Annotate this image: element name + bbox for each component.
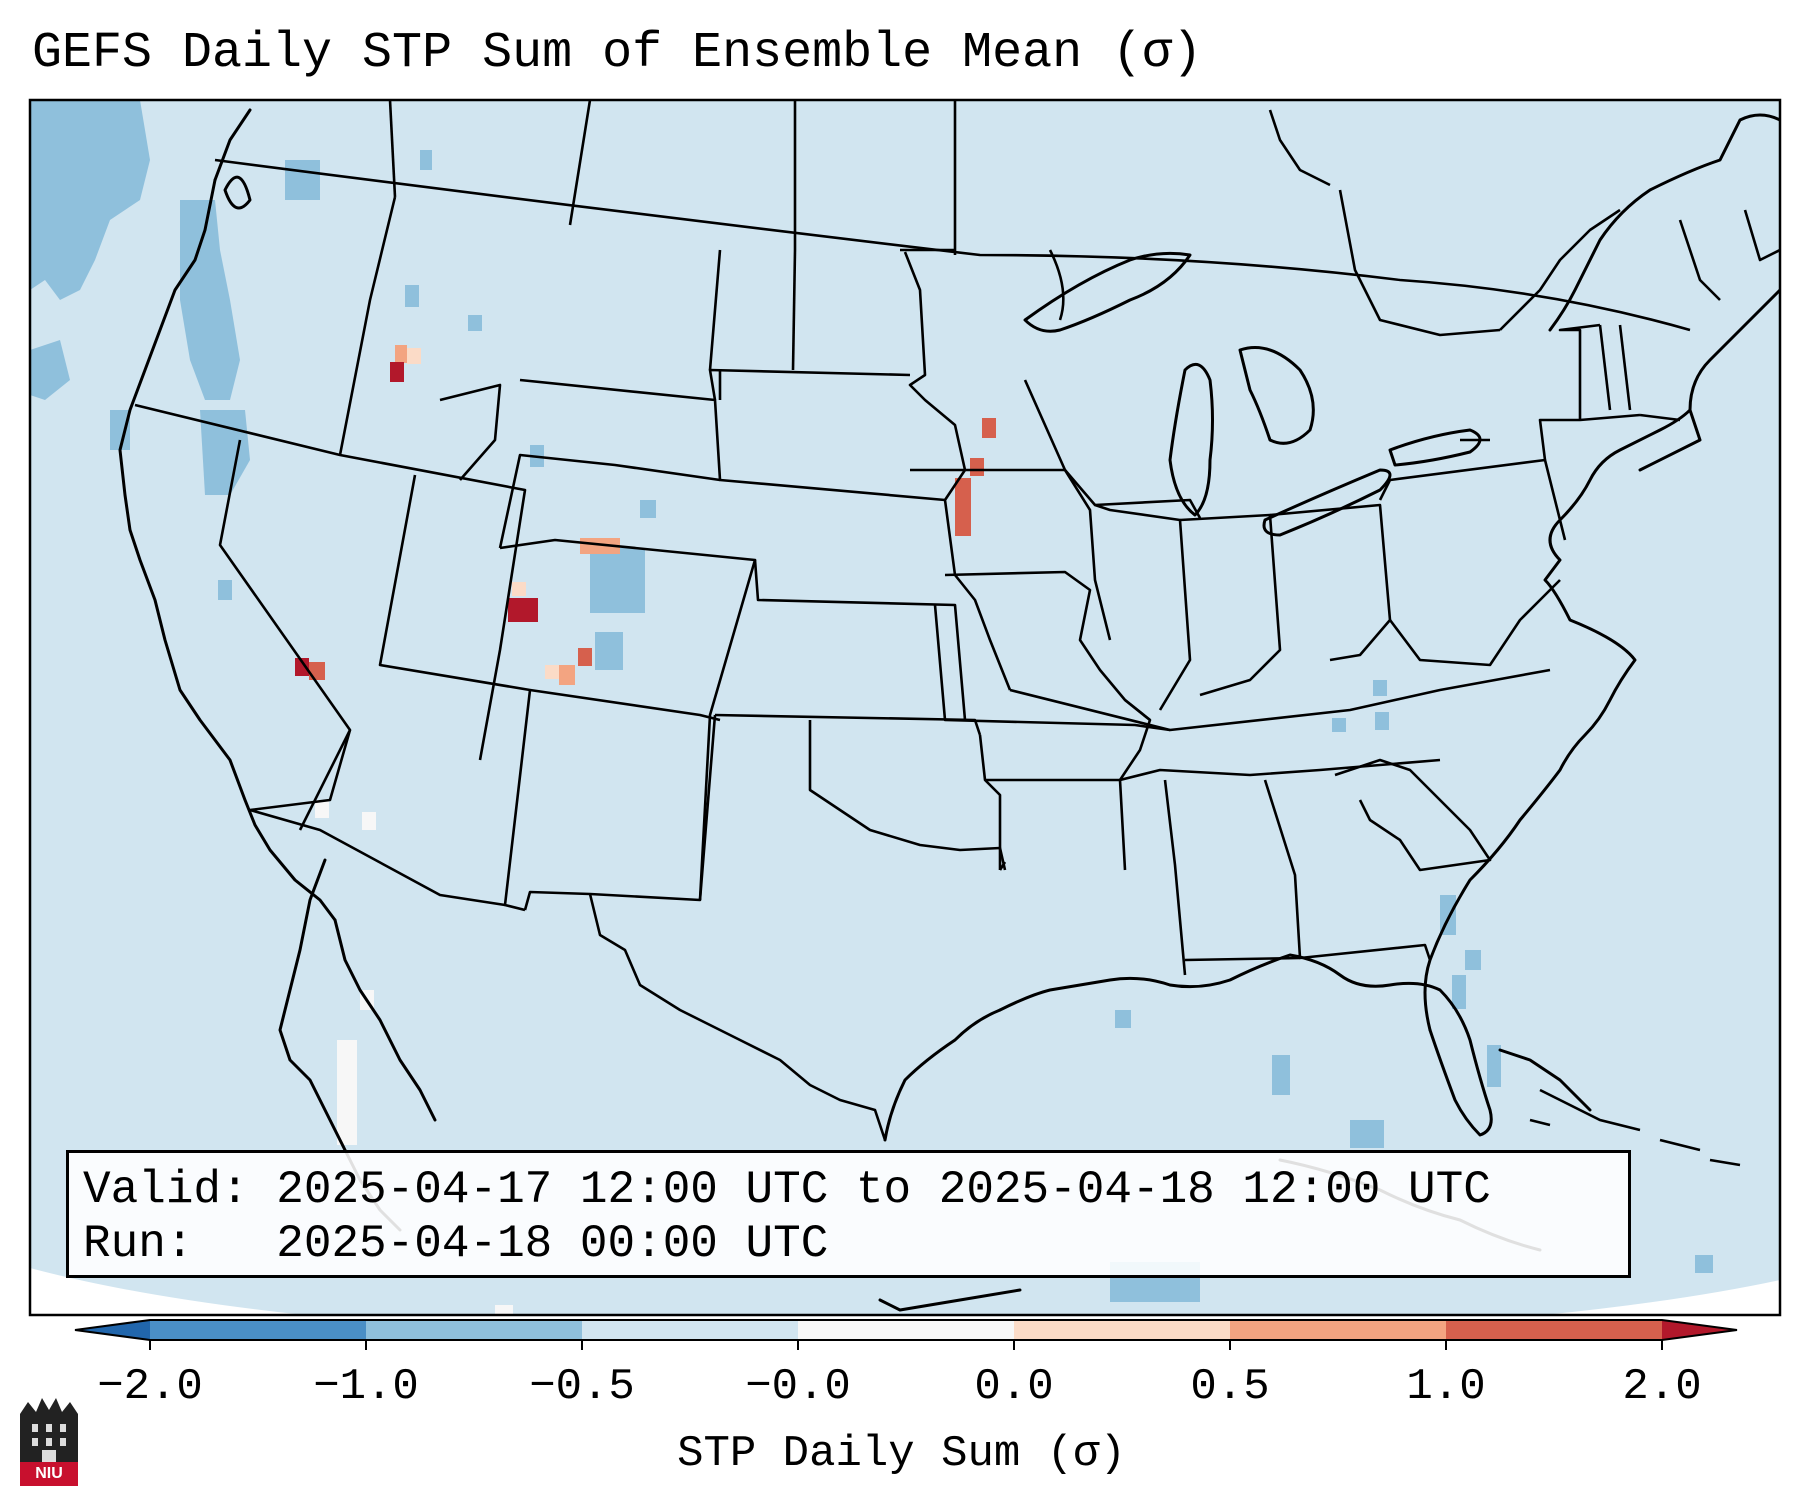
colorbar-bin [366,1320,582,1340]
colorbar-bin [798,1320,1014,1340]
colorbar-bin [582,1320,798,1340]
colorbar-bin [150,1320,366,1340]
colorbar-tick-label: −0.0 [745,1362,851,1412]
colorbar-ticks [149,1340,1663,1350]
colorbar [74,1319,1738,1350]
colorbar-tick-label: 0.5 [1190,1362,1270,1412]
colorbar-bin [1014,1320,1230,1340]
colorbar-tick-label: −2.0 [97,1362,203,1412]
colorbar-bin [1230,1320,1446,1340]
colorbar-tick-label: 0.0 [974,1362,1054,1412]
positive-field-cells [295,345,996,685]
valid-run-info-box: Valid: 2025-04-17 12:00 UTC to 2025-04-1… [66,1150,1631,1278]
colorbar-tick-label: 1.0 [1406,1362,1486,1412]
colorbar-label: STP Daily Sum (σ) [677,1429,1126,1479]
colorbar-bin [1446,1320,1662,1340]
colorbar-tick-label: −1.0 [313,1362,419,1412]
valid-time-text: Valid: 2025-04-17 12:00 UTC to 2025-04-1… [83,1164,1491,1216]
run-time-text: Run: 2025-04-18 00:00 UTC [83,1218,829,1270]
university-seal-icon [20,1398,78,1486]
niu-logo-text: NIU [35,1465,63,1482]
map-frame [28,98,1782,1317]
colorbar-over-extension [1662,1320,1737,1340]
domain-edge [30,1268,1780,1315]
colorbar-under-extension [75,1320,150,1340]
colorbar-tick-label: 2.0 [1622,1362,1702,1412]
map-background [30,100,1780,1315]
great-lakes [1023,251,1482,537]
international-borders [388,100,1741,1167]
map-panel [30,100,1780,1315]
colorbar-tick-label: −0.5 [529,1362,635,1412]
state-borders [134,109,1780,1141]
niu-logo: NIU [20,1394,78,1486]
map-title: GEFS Daily STP Sum of Ensemble Mean (σ) [32,25,1203,82]
